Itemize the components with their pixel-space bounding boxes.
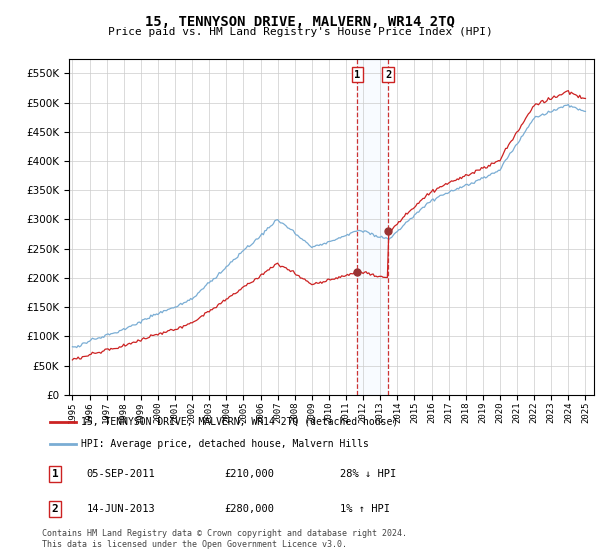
Text: 05-SEP-2011: 05-SEP-2011 [86, 469, 155, 479]
Text: £210,000: £210,000 [224, 469, 275, 479]
Text: £280,000: £280,000 [224, 504, 275, 514]
Text: 15, TENNYSON DRIVE, MALVERN, WR14 2TQ: 15, TENNYSON DRIVE, MALVERN, WR14 2TQ [145, 15, 455, 29]
Text: 14-JUN-2013: 14-JUN-2013 [86, 504, 155, 514]
Text: 2: 2 [52, 504, 58, 514]
Text: 2: 2 [385, 69, 391, 80]
Text: 28% ↓ HPI: 28% ↓ HPI [340, 469, 396, 479]
Text: HPI: Average price, detached house, Malvern Hills: HPI: Average price, detached house, Malv… [81, 438, 369, 449]
Text: 1: 1 [355, 69, 361, 80]
Text: 1: 1 [52, 469, 58, 479]
Text: Contains HM Land Registry data © Crown copyright and database right 2024.
This d: Contains HM Land Registry data © Crown c… [42, 529, 407, 549]
Text: Price paid vs. HM Land Registry's House Price Index (HPI): Price paid vs. HM Land Registry's House … [107, 27, 493, 37]
Bar [358, 59, 388, 395]
Text: 1% ↑ HPI: 1% ↑ HPI [340, 504, 389, 514]
Text: 15, TENNYSON DRIVE, MALVERN, WR14 2TQ (detached house): 15, TENNYSON DRIVE, MALVERN, WR14 2TQ (d… [81, 417, 398, 427]
